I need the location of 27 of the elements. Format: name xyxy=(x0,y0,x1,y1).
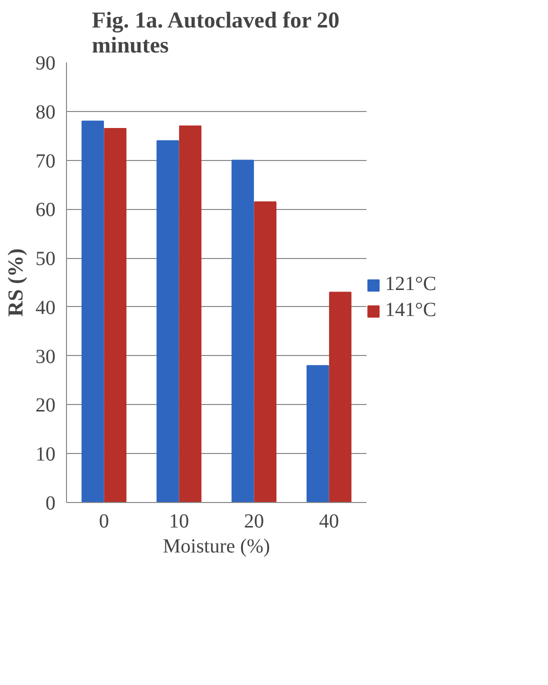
x-tick-label: 10 xyxy=(169,510,189,532)
bar xyxy=(232,160,254,502)
y-tick-label: 70 xyxy=(36,150,56,172)
bar xyxy=(82,120,104,502)
y-tick-label: 10 xyxy=(36,444,56,466)
y-tick-label: 80 xyxy=(36,101,56,124)
legend-label: 141°C xyxy=(385,299,436,322)
y-tick-label: 0 xyxy=(46,492,56,514)
x-tick-label: 0 xyxy=(99,510,109,532)
bar xyxy=(306,365,329,502)
x-tick-label: 40 xyxy=(319,510,339,532)
y-tick-label: 40 xyxy=(36,296,56,319)
bar xyxy=(156,140,179,502)
bar xyxy=(104,128,126,502)
x-tick-label: 20 xyxy=(244,510,264,532)
bar xyxy=(254,201,276,502)
x-axis-title: Moisture (%) xyxy=(162,536,270,558)
y-tick-label: 20 xyxy=(36,394,56,417)
chart-title: Fig. 1a. Autoclaved for 20 minutes xyxy=(92,8,340,58)
y-tick-label: 50 xyxy=(36,248,56,270)
y-tick-label: 90 xyxy=(36,52,56,74)
bar xyxy=(329,292,352,502)
bar xyxy=(179,126,202,502)
y-axis-title: RS (%) xyxy=(4,248,28,317)
legend-label: 121°C xyxy=(385,273,436,296)
y-tick-label: 30 xyxy=(36,346,56,368)
y-tick-label: 60 xyxy=(36,199,56,222)
